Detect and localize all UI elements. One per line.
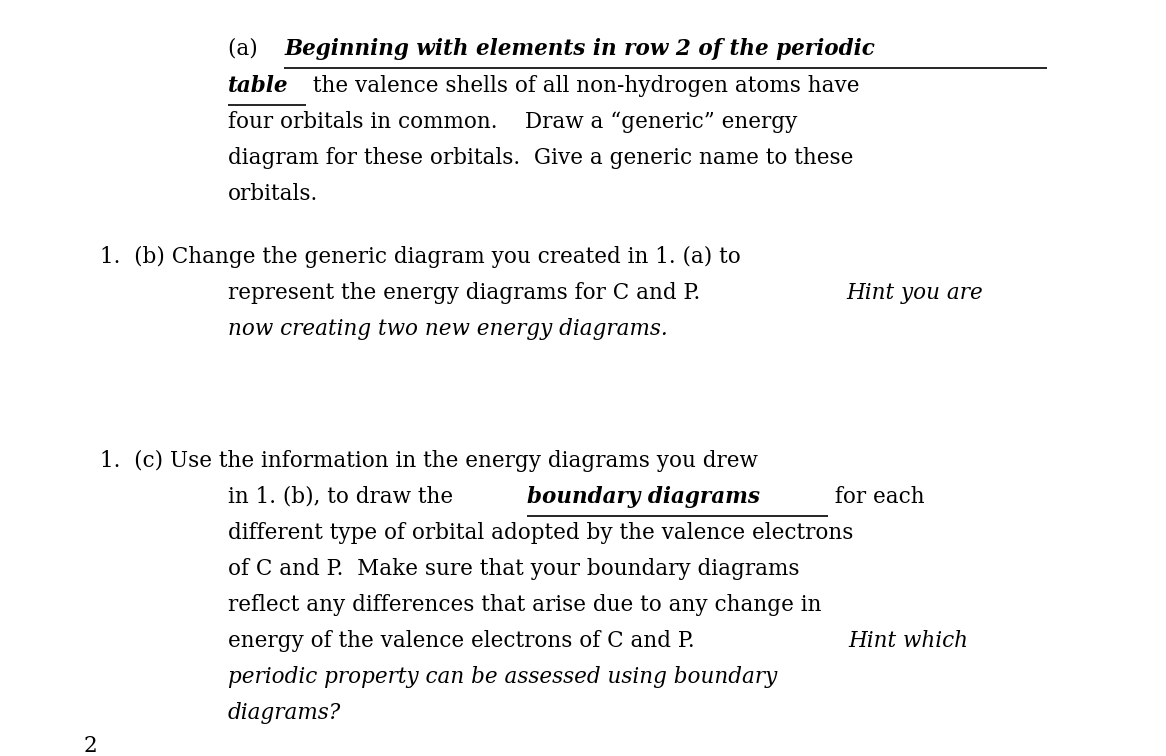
Text: for each: for each	[828, 486, 925, 508]
Text: (a): (a)	[229, 38, 272, 60]
Text: Hint you are: Hint you are	[847, 282, 983, 304]
Text: diagrams?: diagrams?	[229, 702, 342, 724]
Text: four orbitals in common.    Draw a “generic” energy: four orbitals in common. Draw a “generic…	[229, 111, 798, 133]
Text: 1.  (c) Use the information in the energy diagrams you drew: 1. (c) Use the information in the energy…	[100, 450, 758, 472]
Text: reflect any differences that arise due to any change in: reflect any differences that arise due t…	[229, 594, 822, 616]
Text: 2: 2	[84, 735, 98, 756]
Text: the valence shells of all non-hydrogen atoms have: the valence shells of all non-hydrogen a…	[305, 75, 859, 97]
Text: Beginning with elements in row 2 of the periodic: Beginning with elements in row 2 of the …	[285, 38, 874, 60]
Text: diagram for these orbitals.  Give a generic name to these: diagram for these orbitals. Give a gener…	[229, 147, 854, 169]
Text: boundary diagrams: boundary diagrams	[527, 486, 760, 508]
Text: Hint which: Hint which	[848, 630, 968, 652]
Text: now creating two new energy diagrams.: now creating two new energy diagrams.	[229, 318, 668, 340]
Text: 1.  (b) Change the generic diagram you created in 1. (a) to: 1. (b) Change the generic diagram you cr…	[100, 246, 740, 268]
Text: orbitals.: orbitals.	[229, 183, 318, 205]
Text: of C and P.  Make sure that your boundary diagrams: of C and P. Make sure that your boundary…	[229, 558, 800, 580]
Text: different type of orbital adopted by the valence electrons: different type of orbital adopted by the…	[229, 522, 854, 544]
Text: represent the energy diagrams for C and P.: represent the energy diagrams for C and …	[229, 282, 707, 304]
Text: table: table	[229, 75, 288, 97]
Text: periodic property can be assessed using boundary: periodic property can be assessed using …	[229, 666, 778, 688]
Text: energy of the valence electrons of C and P.: energy of the valence electrons of C and…	[229, 630, 709, 652]
Text: in 1. (b), to draw the: in 1. (b), to draw the	[229, 486, 461, 508]
